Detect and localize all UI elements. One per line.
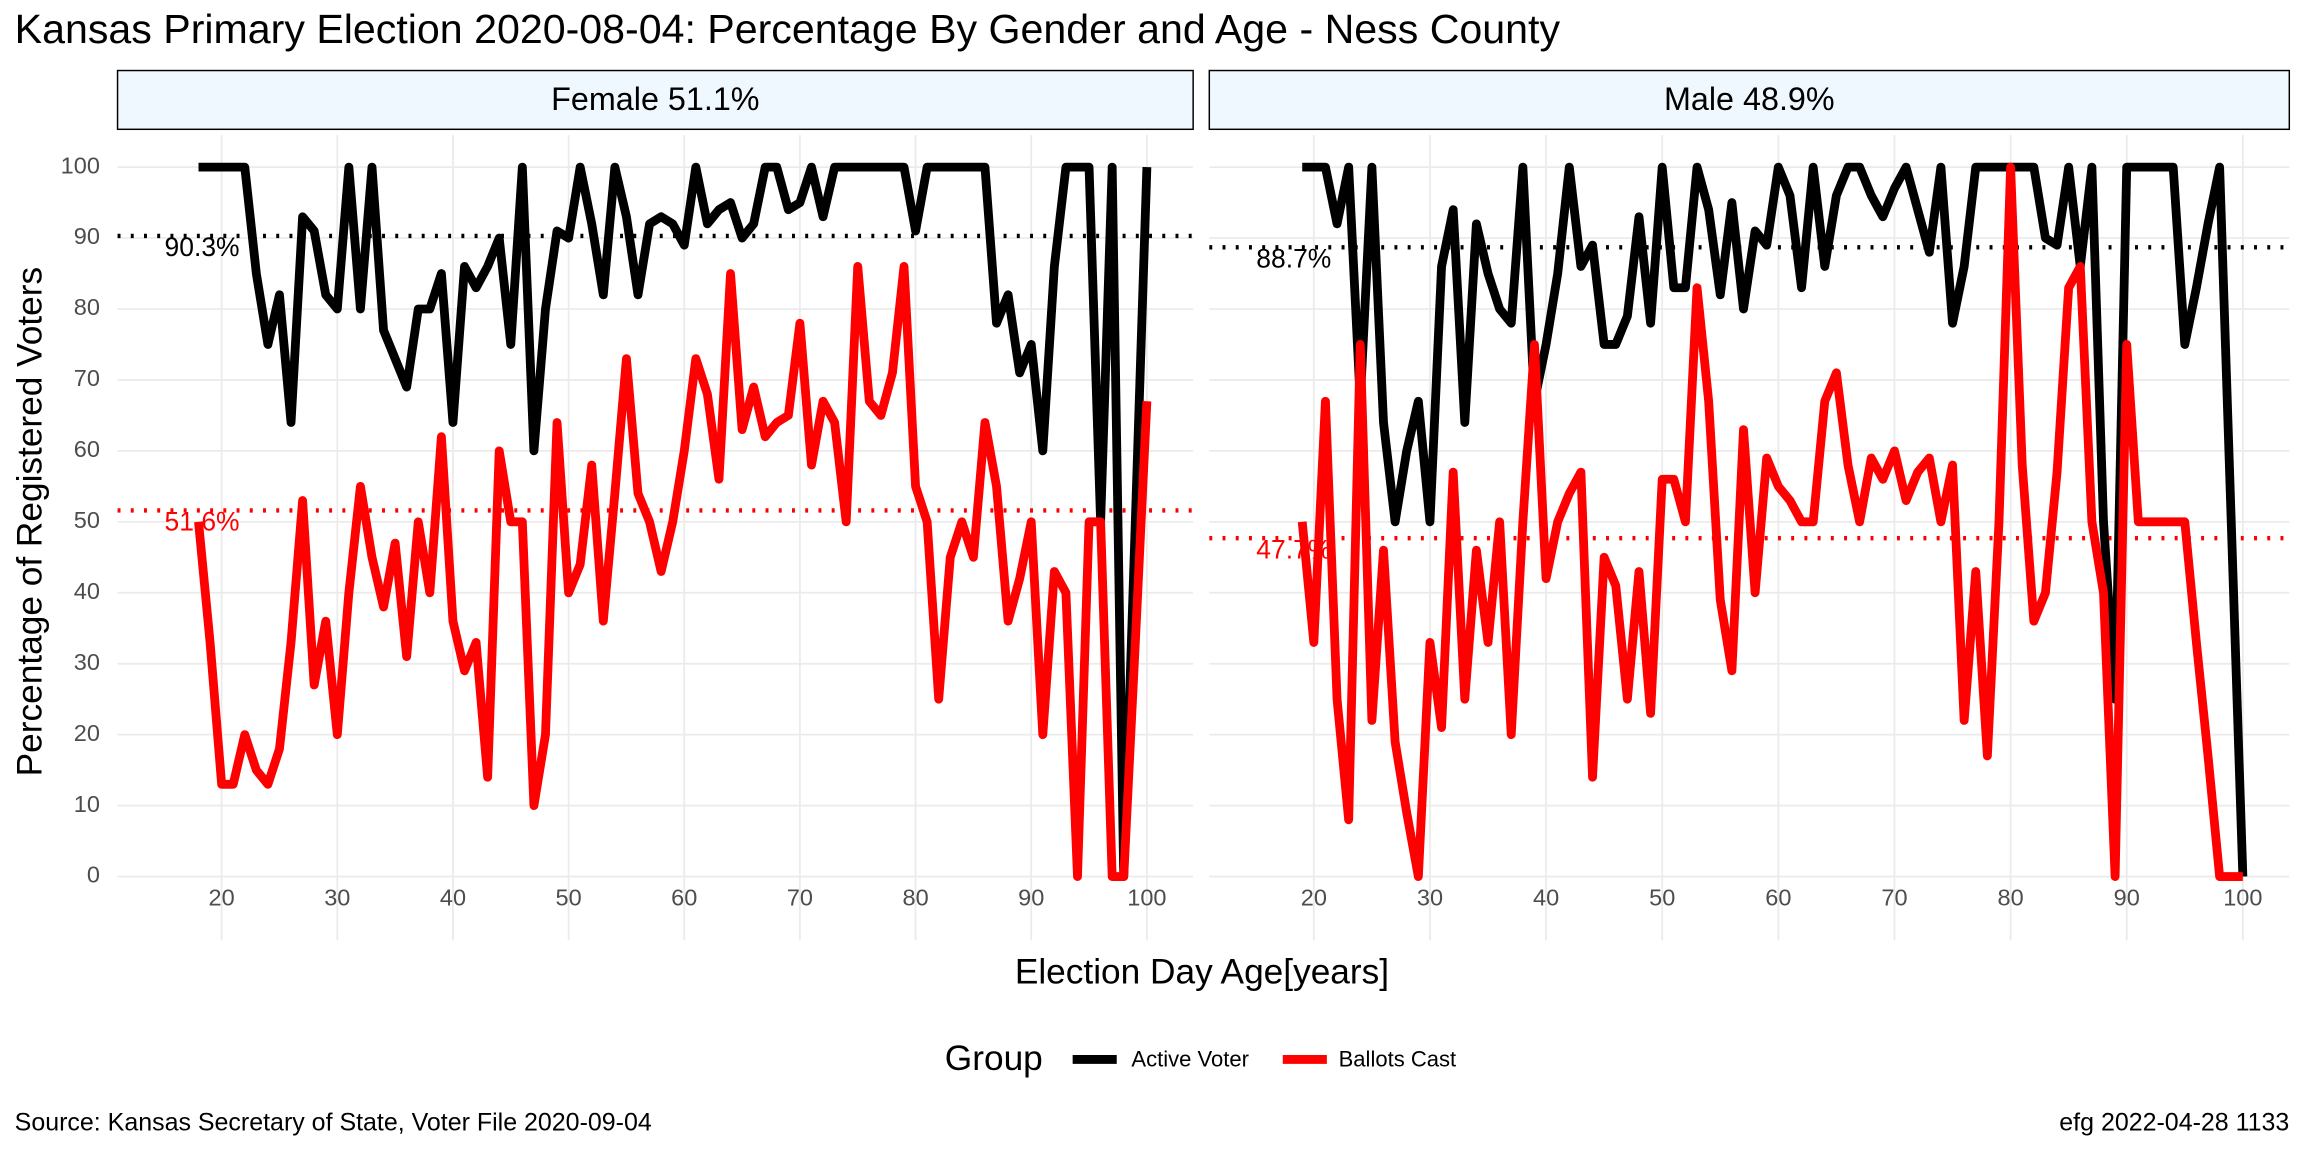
x-tick-label: 60 bbox=[1765, 884, 1791, 910]
x-tick-label: 90 bbox=[1018, 884, 1044, 910]
x-tick-label: 90 bbox=[2114, 884, 2140, 910]
reference-label: 90.3% bbox=[165, 232, 240, 262]
legend-label: Active Voter bbox=[1131, 1047, 1249, 1072]
credit-caption: efg 2022-04-28 1133 bbox=[2059, 1109, 2289, 1137]
x-axis-label: Election Day Age[years] bbox=[1015, 953, 1389, 992]
facet-strip bbox=[116, 69, 1194, 131]
y-axis-label: Percentage of Registered Voters bbox=[11, 267, 50, 776]
data-line bbox=[1302, 162, 2248, 877]
y-tick-label: 30 bbox=[74, 649, 100, 675]
y-tick-label: 90 bbox=[74, 223, 100, 249]
x-tick-label: 70 bbox=[1881, 884, 1907, 910]
x-tick-label: 100 bbox=[1127, 884, 1166, 910]
legend-label: Ballots Cast bbox=[1339, 1047, 1457, 1072]
y-tick-label: 60 bbox=[74, 436, 100, 462]
reference-label: 88.7% bbox=[1256, 243, 1331, 273]
chart-title: Kansas Primary Election 2020-08-04: Perc… bbox=[15, 6, 1561, 52]
y-tick-label: 80 bbox=[74, 294, 100, 320]
x-tick-label: 80 bbox=[1998, 884, 2024, 910]
data-line bbox=[1297, 162, 2243, 881]
data-line bbox=[194, 262, 1152, 881]
y-tick-label: 100 bbox=[61, 152, 100, 178]
x-tick-label: 70 bbox=[787, 884, 813, 910]
legend-title: Group bbox=[945, 1039, 1043, 1078]
facet-strip bbox=[1208, 69, 2291, 131]
facet-title: Female 51.1% bbox=[551, 81, 759, 117]
x-tick-label: 100 bbox=[2223, 884, 2262, 910]
x-tick-label: 60 bbox=[671, 884, 697, 910]
y-tick-label: 0 bbox=[87, 862, 100, 888]
x-tick-label: 40 bbox=[1533, 884, 1559, 910]
facet-title: Male 48.9% bbox=[1664, 81, 1835, 117]
y-tick-label: 20 bbox=[74, 720, 100, 746]
x-tick-label: 50 bbox=[1649, 884, 1675, 910]
y-tick-label: 40 bbox=[74, 578, 100, 604]
y-tick-label: 50 bbox=[74, 507, 100, 533]
x-tick-label: 80 bbox=[903, 884, 929, 910]
y-tick-label: 70 bbox=[74, 365, 100, 391]
x-tick-label: 20 bbox=[1301, 884, 1327, 910]
x-tick-label: 20 bbox=[209, 884, 235, 910]
y-tick-label: 10 bbox=[74, 791, 100, 817]
x-tick-label: 50 bbox=[556, 884, 582, 910]
data-line bbox=[198, 162, 1152, 881]
x-tick-label: 40 bbox=[440, 884, 466, 910]
source-caption: Source: Kansas Secretary of State, Voter… bbox=[15, 1109, 652, 1137]
x-tick-label: 30 bbox=[324, 884, 350, 910]
x-tick-label: 30 bbox=[1417, 884, 1443, 910]
